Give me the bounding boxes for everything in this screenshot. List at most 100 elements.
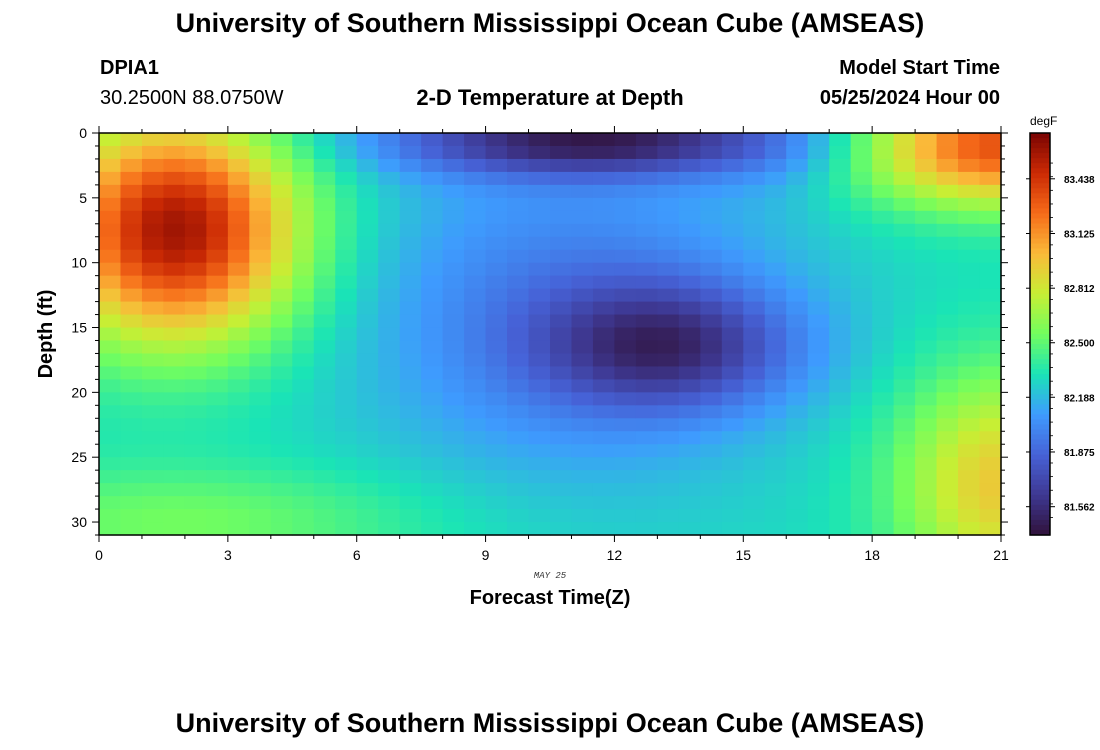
heatmap-cell — [99, 353, 122, 368]
heatmap-cell — [764, 145, 787, 160]
heatmap-cell — [635, 262, 658, 277]
heatmap-cell — [614, 288, 637, 303]
heatmap-cell — [743, 327, 766, 342]
colorbar-tick-label: 82.812 — [1064, 284, 1095, 295]
heatmap-cell — [700, 314, 723, 329]
heatmap-cell — [700, 249, 723, 264]
heatmap-cell — [786, 249, 809, 264]
heatmap-cell — [550, 133, 573, 147]
heatmap-cell — [700, 158, 723, 173]
heatmap-cell — [635, 366, 658, 380]
heatmap-cell — [507, 431, 530, 445]
heatmap-cell — [743, 171, 766, 186]
heatmap-cell — [249, 158, 272, 173]
heatmap-cell — [206, 236, 229, 251]
heatmap-cell — [442, 327, 465, 342]
heatmap-cell — [141, 288, 165, 303]
heatmap-cell — [678, 223, 701, 238]
heatmap-cell — [614, 366, 637, 380]
heatmap-cell — [571, 405, 594, 419]
heatmap-cell — [464, 483, 487, 497]
heatmap-cell — [571, 236, 594, 251]
heatmap-cell — [249, 145, 272, 160]
heatmap-cell — [163, 249, 186, 264]
heatmap-cell — [592, 275, 616, 290]
heatmap-cell — [270, 133, 293, 147]
heatmap-cell — [850, 314, 873, 329]
heatmap-cell — [700, 171, 723, 186]
heatmap-cell — [915, 236, 938, 251]
heatmap-cell — [249, 171, 272, 186]
heatmap-cell — [399, 223, 422, 238]
heatmap-cell — [399, 457, 422, 471]
heatmap-cell — [872, 457, 895, 471]
heatmap-cell — [592, 288, 616, 303]
heatmap-cell — [958, 171, 981, 186]
heatmap-cell — [485, 171, 508, 186]
heatmap-cell — [227, 379, 250, 393]
heatmap-cell — [829, 483, 852, 497]
heatmap-cell — [421, 509, 444, 523]
heatmap-cell — [292, 379, 315, 393]
heatmap-cell — [678, 392, 701, 406]
heatmap-cell — [378, 223, 401, 238]
heatmap-cell — [99, 509, 122, 523]
heatmap-cell — [249, 457, 272, 471]
heatmap-cell — [550, 457, 573, 471]
heatmap-cell — [592, 470, 616, 484]
heatmap-cell — [829, 301, 852, 316]
heatmap-cell — [807, 405, 830, 419]
heatmap-cell — [850, 327, 873, 342]
heatmap-cell — [249, 353, 272, 368]
heatmap-cell — [356, 262, 379, 277]
heatmap-cell — [571, 184, 594, 199]
heatmap-cell — [184, 301, 207, 316]
heatmap-cell — [227, 184, 250, 199]
heatmap-cell — [936, 470, 959, 484]
heatmap-cell — [936, 496, 959, 510]
heatmap-cell — [958, 158, 981, 173]
heatmap-cell — [571, 145, 594, 160]
heatmap-cell — [120, 210, 143, 225]
heatmap-cell — [120, 301, 143, 316]
heatmap-cell — [915, 327, 938, 342]
heatmap-cell — [915, 392, 938, 406]
heatmap-cell — [335, 522, 358, 536]
colorbar-tick-label: 83.438 — [1064, 175, 1095, 186]
heatmap-cell — [958, 366, 981, 380]
heatmap-cell — [507, 223, 530, 238]
heatmap-cell — [399, 353, 422, 368]
heatmap-cell — [292, 444, 315, 458]
heatmap-cell — [206, 327, 229, 342]
heatmap-cell — [206, 275, 229, 290]
heatmap-cell — [399, 145, 422, 160]
heatmap-cell — [249, 288, 272, 303]
heatmap-cell — [399, 301, 422, 316]
heatmap-cell — [249, 327, 272, 342]
heatmap-cell — [786, 327, 809, 342]
heatmap-cell — [227, 133, 250, 147]
heatmap-cell — [743, 236, 766, 251]
heatmap-cell — [163, 288, 186, 303]
heatmap-cell — [915, 197, 938, 212]
heatmap-cell — [635, 133, 658, 147]
heatmap-cell — [958, 145, 981, 160]
heatmap-cell — [936, 353, 959, 368]
colorbar-segment — [1030, 524, 1050, 531]
heatmap-cell — [464, 405, 487, 419]
heatmap-cell — [958, 470, 981, 484]
colorbar-segment — [1030, 293, 1050, 300]
heatmap-cell — [979, 314, 1002, 329]
heatmap-cell — [99, 457, 122, 471]
heatmap-cell — [786, 522, 809, 536]
heatmap-cell — [657, 496, 680, 510]
heatmap-cell — [829, 184, 852, 199]
heatmap-cell — [442, 418, 465, 432]
heatmap-cell — [528, 197, 551, 212]
heatmap-cell — [141, 353, 165, 368]
heatmap-cell — [721, 483, 744, 497]
heatmap-cell — [399, 158, 422, 173]
heatmap-cell — [464, 275, 487, 290]
heatmap-cell — [936, 314, 959, 329]
heatmap-cell — [528, 210, 551, 225]
